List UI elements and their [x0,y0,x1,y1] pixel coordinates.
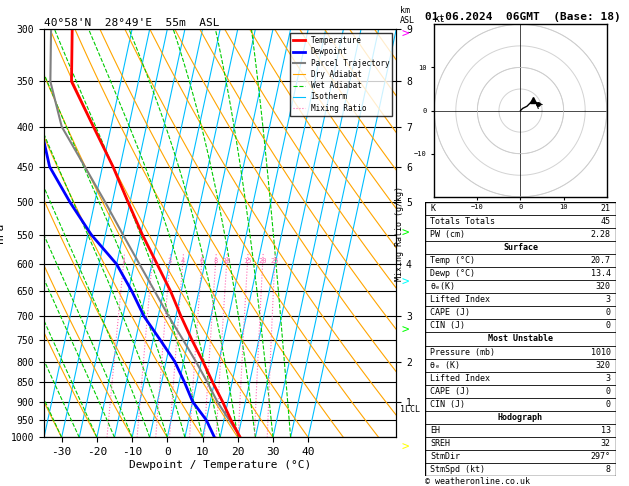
Text: Dewp (°C): Dewp (°C) [430,269,476,278]
Text: 2.28: 2.28 [591,230,611,239]
Text: 4: 4 [181,258,185,264]
Text: 1: 1 [121,258,126,264]
Text: 20.7: 20.7 [591,256,611,265]
Text: Lifted Index: Lifted Index [430,374,491,382]
Text: 6: 6 [199,258,204,264]
Text: 13.4: 13.4 [591,269,611,278]
Text: CIN (J): CIN (J) [430,321,465,330]
X-axis label: Dewpoint / Temperature (°C): Dewpoint / Temperature (°C) [129,460,311,470]
Text: km
ASL: km ASL [400,6,415,25]
Text: Most Unstable: Most Unstable [488,334,553,344]
Text: 0: 0 [606,308,611,317]
Text: 297°: 297° [591,452,611,461]
Text: 0: 0 [606,321,611,330]
Y-axis label: hPa: hPa [0,223,5,243]
Text: Mixing Ratio (g/kg): Mixing Ratio (g/kg) [395,186,404,281]
Text: >: > [402,441,409,453]
Text: 8: 8 [213,258,218,264]
Text: 1010: 1010 [591,347,611,357]
Text: 21: 21 [601,204,611,213]
Text: 3: 3 [606,374,611,382]
Text: θₑ (K): θₑ (K) [430,361,460,370]
Text: 0: 0 [606,387,611,396]
Text: Totals Totals: Totals Totals [430,217,495,226]
Text: 3: 3 [606,295,611,304]
Text: StmDir: StmDir [430,452,460,461]
Text: θₑ(K): θₑ(K) [430,282,455,291]
Text: 10: 10 [222,258,231,264]
Text: 2: 2 [150,258,154,264]
Text: 01.06.2024  06GMT  (Base: 18): 01.06.2024 06GMT (Base: 18) [425,13,620,22]
Text: 8: 8 [606,465,611,474]
Text: >: > [402,227,409,240]
Text: Surface: Surface [503,243,538,252]
Text: 45: 45 [601,217,611,226]
Text: K: K [430,204,435,213]
Text: 320: 320 [596,361,611,370]
Text: Lifted Index: Lifted Index [430,295,491,304]
Text: StmSpd (kt): StmSpd (kt) [430,465,486,474]
Text: kt: kt [434,14,446,24]
Text: 13: 13 [601,426,611,435]
Text: Temp (°C): Temp (°C) [430,256,476,265]
Text: SREH: SREH [430,439,450,448]
Text: 15: 15 [243,258,252,264]
Text: >: > [402,324,409,337]
Text: EH: EH [430,426,440,435]
Text: 25: 25 [270,258,279,264]
Legend: Temperature, Dewpoint, Parcel Trajectory, Dry Adiabat, Wet Adiabat, Isotherm, Mi: Temperature, Dewpoint, Parcel Trajectory… [290,33,392,116]
Text: 1LCL: 1LCL [400,405,420,414]
Text: 0: 0 [606,400,611,409]
Text: © weatheronline.co.uk: © weatheronline.co.uk [425,477,530,486]
Text: 20: 20 [259,258,267,264]
Text: >: > [402,28,409,40]
Text: 320: 320 [596,282,611,291]
Text: CAPE (J): CAPE (J) [430,308,470,317]
Text: Pressure (mb): Pressure (mb) [430,347,495,357]
Text: 40°58'N  28°49'E  55m  ASL: 40°58'N 28°49'E 55m ASL [44,18,220,28]
Text: 32: 32 [601,439,611,448]
Text: PW (cm): PW (cm) [430,230,465,239]
Text: CIN (J): CIN (J) [430,400,465,409]
Text: Hodograph: Hodograph [498,413,543,422]
Text: 3: 3 [167,258,172,264]
Text: >: > [402,276,409,288]
Text: CAPE (J): CAPE (J) [430,387,470,396]
